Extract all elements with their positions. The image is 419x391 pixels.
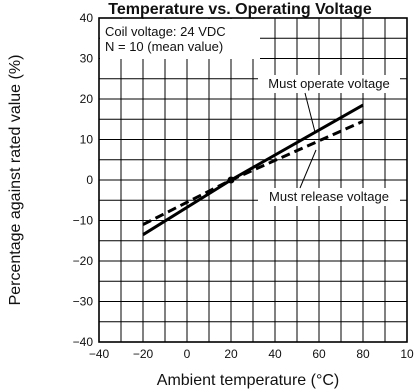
- notes-box-frame: [100, 19, 260, 59]
- y-tick-label: 40: [80, 11, 94, 25]
- y-axis-label: Percentage against rated value (%): [7, 55, 24, 306]
- notes-box: Coil voltage: 24 VDC N = 10 (mean value): [100, 19, 260, 59]
- intersection-point: [227, 176, 235, 184]
- y-axis-ticks: −40 −30 −20 −10 0 10 20 30 40: [73, 11, 94, 349]
- x-tick-label: 80: [356, 347, 370, 361]
- gridlines: [99, 18, 407, 342]
- series-labels: Must operate voltage Must release voltag…: [258, 75, 400, 206]
- note-coil-voltage: Coil voltage: 24 VDC: [105, 24, 226, 39]
- y-tick-label: 0: [86, 173, 93, 187]
- y-tick-label: −10: [73, 214, 94, 228]
- y-tick-label: 20: [80, 92, 94, 106]
- y-tick-label: −30: [73, 295, 94, 309]
- series-lines: [142, 103, 364, 236]
- operate-leader-line: [304, 92, 316, 133]
- x-tick-label: 0: [184, 347, 191, 361]
- x-tick-label: 20: [224, 347, 238, 361]
- release-leader-line: [299, 149, 317, 189]
- y-tick-label: −40: [73, 335, 94, 349]
- x-tick-label: 40: [268, 347, 282, 361]
- release-label-bg: [258, 188, 400, 206]
- y-tick-label: 30: [80, 52, 94, 66]
- legend-label-release: Must release voltage: [269, 189, 389, 204]
- chart-title: Temperature vs. Operating Voltage: [108, 1, 372, 18]
- x-axis-label: Ambient temperature (°C): [157, 372, 339, 389]
- y-tick-label: 10: [80, 133, 94, 147]
- x-tick-label: −20: [133, 347, 154, 361]
- x-tick-label: −40: [89, 347, 110, 361]
- x-axis-ticks: −40 −20 0 20 40 60 80 10: [89, 347, 414, 361]
- operate-label-bg: [258, 75, 400, 93]
- y-tick-label: −20: [73, 254, 94, 268]
- x-tick-label: 60: [312, 347, 326, 361]
- x-tick-label: 10: [400, 347, 414, 361]
- legend-label-operate: Must operate voltage: [268, 76, 389, 91]
- note-sample-size: N = 10 (mean value): [105, 39, 223, 54]
- plot-area: [98, 17, 408, 343]
